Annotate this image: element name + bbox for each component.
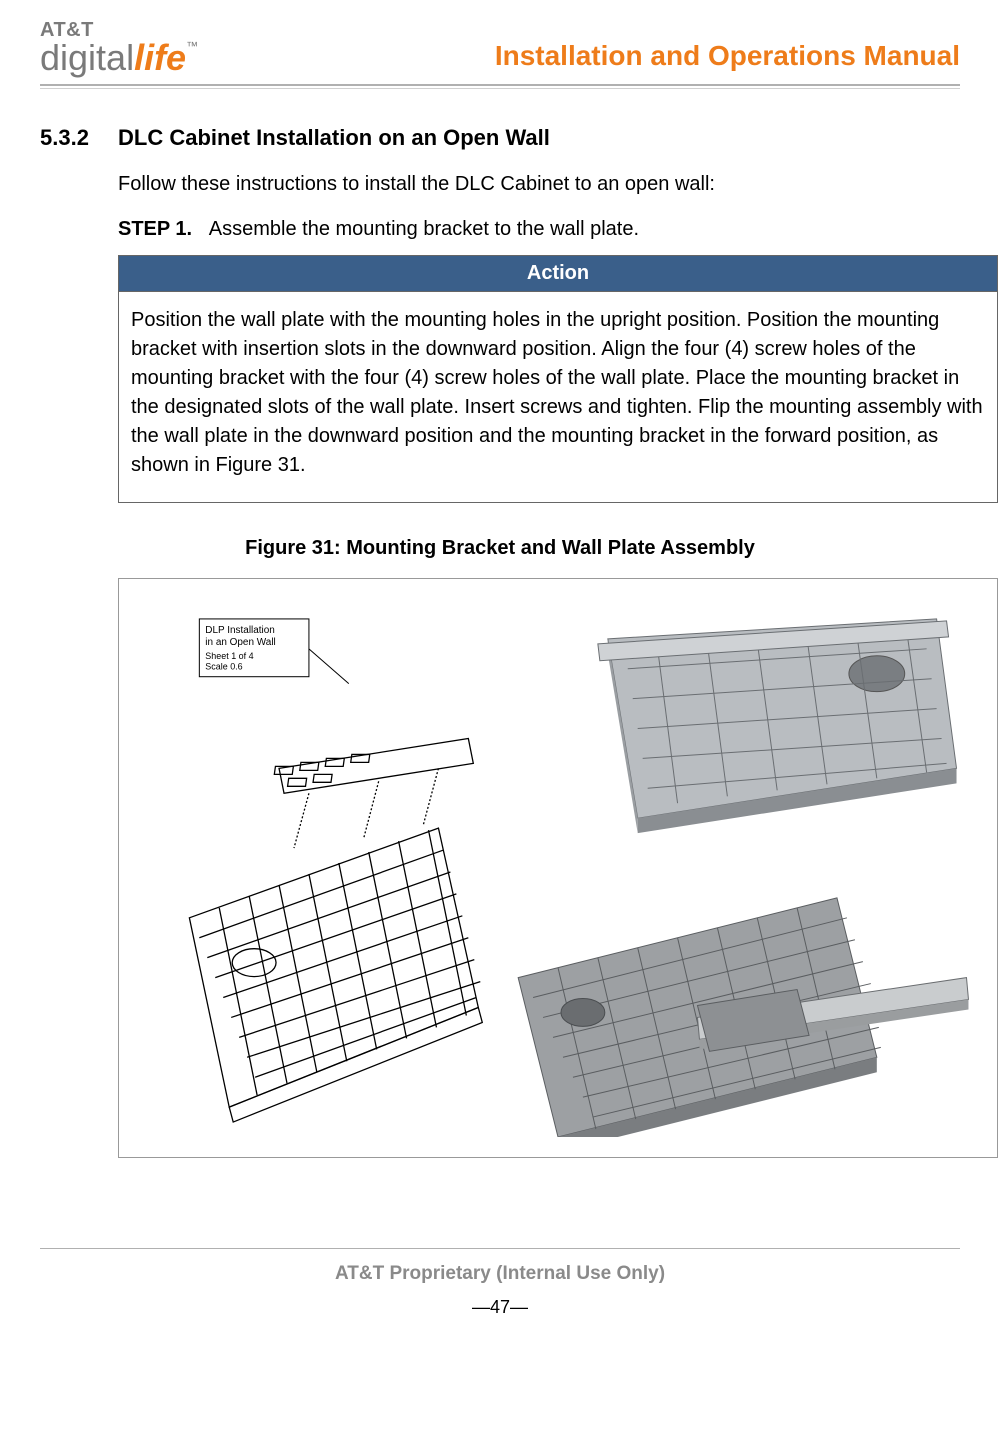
page-number: ―47―	[0, 1297, 1000, 1338]
header-rule	[40, 84, 960, 86]
action-table-body: Position the wall plate with the mountin…	[119, 292, 998, 503]
section-title: DLC Cabinet Installation on an Open Wall	[118, 125, 550, 151]
section-intro: Follow these instructions to install the…	[118, 173, 960, 196]
logo: AT&T digitallife™	[40, 20, 198, 76]
step-label: STEP 1.	[118, 218, 192, 240]
action-table: Action Position the wall plate with the …	[118, 255, 998, 503]
section-heading: 5.3.2 DLC Cabinet Installation on an Ope…	[40, 125, 960, 151]
label-line4: Scale 0.6	[205, 662, 242, 672]
lineart-exploded	[189, 738, 482, 1122]
label-line3: Sheet 1 of 4	[205, 651, 253, 661]
step-text: Assemble the mounting bracket to the wal…	[209, 218, 639, 240]
figure-caption: Figure 31: Mounting Bracket and Wall Pla…	[40, 537, 960, 560]
logo-life: life	[134, 40, 186, 76]
document-title: Installation and Operations Manual	[495, 40, 960, 76]
logo-digital: digital	[40, 40, 134, 76]
logo-line2: digitallife™	[40, 40, 198, 76]
label-line2: in an Open Wall	[205, 637, 275, 648]
footer-proprietary: AT&T Proprietary (Internal Use Only)	[0, 1249, 1000, 1297]
label-line1: DLP Installation	[205, 625, 275, 636]
rendered-assembly-bottom	[518, 898, 968, 1137]
rendered-plate-top	[598, 619, 957, 833]
logo-tm: ™	[186, 39, 198, 53]
step-line: STEP 1. Assemble the mounting bracket to…	[118, 218, 960, 241]
header-rule-thin	[40, 88, 960, 89]
action-table-header: Action	[119, 256, 998, 292]
section-number: 5.3.2	[40, 125, 100, 151]
footer: AT&T Proprietary (Internal Use Only) ―47…	[0, 1248, 1000, 1338]
page-header: AT&T digitallife™ Installation and Opera…	[40, 20, 960, 84]
figure-svg: DLP Installation in an Open Wall Sheet 1…	[139, 599, 977, 1137]
figure-label-callout: DLP Installation in an Open Wall Sheet 1…	[199, 619, 348, 684]
figure-box: DLP Installation in an Open Wall Sheet 1…	[118, 578, 998, 1158]
